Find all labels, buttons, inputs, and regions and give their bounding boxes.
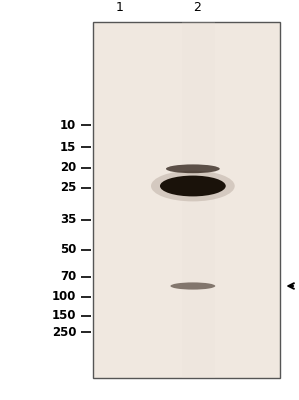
Text: 25: 25 xyxy=(60,181,76,194)
Text: 20: 20 xyxy=(60,162,76,174)
Text: 250: 250 xyxy=(52,326,76,339)
Text: 100: 100 xyxy=(52,290,76,303)
Text: 150: 150 xyxy=(52,309,76,322)
Text: 50: 50 xyxy=(60,243,76,256)
FancyBboxPatch shape xyxy=(93,22,280,378)
Text: 70: 70 xyxy=(60,270,76,283)
Ellipse shape xyxy=(166,164,220,173)
Text: 2: 2 xyxy=(193,1,201,14)
Text: 1: 1 xyxy=(116,1,123,14)
Text: 35: 35 xyxy=(60,213,76,226)
FancyBboxPatch shape xyxy=(182,22,215,378)
Text: 15: 15 xyxy=(60,141,76,154)
Ellipse shape xyxy=(170,282,215,290)
Text: 10: 10 xyxy=(60,119,76,132)
Ellipse shape xyxy=(160,176,226,196)
Ellipse shape xyxy=(151,170,235,202)
